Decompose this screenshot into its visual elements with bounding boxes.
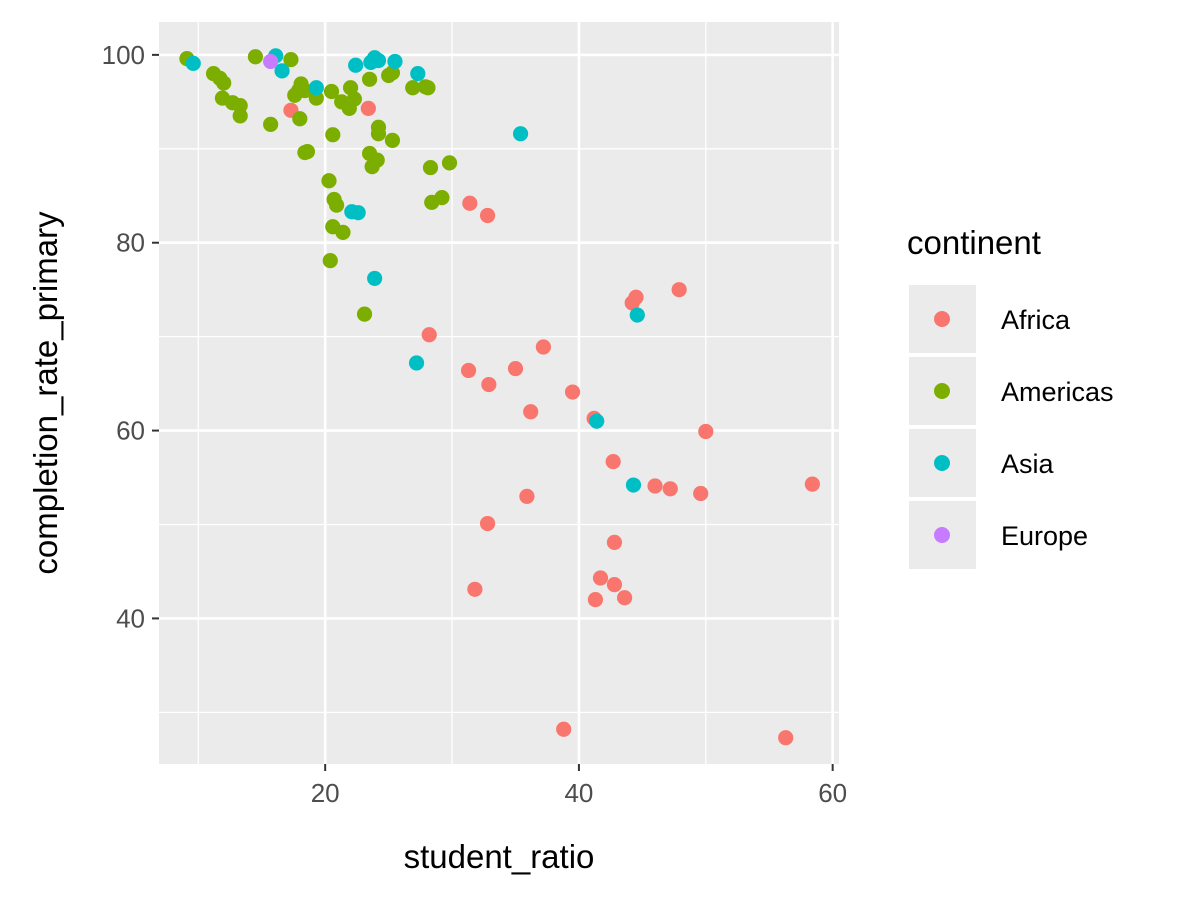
point-americas — [441, 155, 458, 171]
y-tick-label: 80 — [116, 228, 145, 258]
point-americas — [323, 83, 340, 100]
legend-keys: Africa Americas Asia Europe — [909, 285, 1114, 569]
point-africa — [535, 339, 552, 355]
point-americas — [405, 80, 421, 96]
point-americas — [232, 108, 248, 124]
point-africa — [693, 485, 709, 502]
point-europe — [263, 53, 279, 70]
point-africa — [587, 592, 604, 608]
x-tick-label: 40 — [564, 778, 593, 808]
point-americas — [384, 132, 401, 148]
point-americas — [283, 51, 299, 68]
point-africa — [467, 581, 483, 597]
point-asia — [512, 126, 529, 142]
point-africa — [605, 453, 621, 470]
point-africa — [606, 534, 623, 550]
point-africa — [592, 570, 609, 586]
point-africa — [360, 100, 376, 117]
point-africa — [462, 195, 478, 211]
point-africa — [804, 476, 820, 492]
y-tick-label: 100 — [102, 40, 145, 70]
legend-swatch-americas — [934, 383, 950, 399]
y-tick-label: 40 — [116, 603, 145, 633]
legend-swatch-asia — [934, 455, 950, 471]
x-axis-ticks: 20 40 60 — [311, 764, 847, 808]
point-americas — [325, 127, 341, 143]
point-americas — [321, 173, 337, 189]
point-americas — [422, 159, 439, 176]
point-asia — [350, 205, 366, 221]
point-africa — [479, 207, 496, 224]
legend-swatch-africa — [934, 311, 950, 327]
point-americas — [299, 144, 316, 160]
point-americas — [292, 111, 308, 127]
point-americas — [335, 224, 351, 240]
point-africa — [507, 360, 524, 377]
point-asia — [410, 66, 426, 82]
point-asia — [589, 413, 605, 429]
y-axis-title: completion_rate_primary — [27, 211, 64, 575]
point-africa — [460, 362, 477, 379]
point-asia — [348, 57, 364, 73]
data-points — [179, 48, 820, 746]
minor-gridlines — [159, 22, 839, 764]
point-americas — [346, 91, 362, 107]
point-africa — [481, 376, 497, 393]
point-africa — [523, 404, 539, 420]
point-africa — [606, 577, 623, 593]
legend-title: continent — [907, 224, 1041, 261]
point-americas — [361, 71, 378, 87]
x-axis-title: student_ratio — [404, 838, 595, 875]
point-africa — [647, 478, 663, 494]
point-africa — [698, 423, 714, 440]
y-tick-label: 60 — [116, 416, 145, 446]
point-africa — [778, 730, 794, 746]
point-asia — [274, 63, 290, 79]
point-americas — [356, 306, 373, 322]
point-africa — [628, 289, 644, 305]
legend-label-asia: Asia — [1001, 449, 1055, 479]
point-americas — [247, 49, 264, 65]
legend-label-africa: Africa — [1001, 305, 1071, 335]
point-asia — [185, 55, 201, 71]
point-americas — [420, 80, 436, 96]
point-americas — [322, 252, 338, 269]
x-tick-label: 60 — [818, 778, 847, 808]
point-americas — [364, 159, 380, 175]
point-africa — [519, 488, 535, 504]
point-americas — [434, 190, 450, 206]
point-asia — [308, 80, 324, 96]
point-asia — [629, 307, 645, 323]
legend-label-europe: Europe — [1001, 521, 1088, 551]
point-africa — [662, 481, 678, 497]
point-africa — [556, 721, 572, 737]
legend: continent Africa Americas Asia Europe — [907, 224, 1114, 569]
point-americas — [329, 197, 345, 213]
point-asia — [387, 53, 403, 70]
point-africa — [421, 327, 437, 343]
point-americas — [216, 75, 232, 91]
point-americas — [370, 126, 387, 142]
point-africa — [564, 384, 581, 400]
point-asia — [625, 477, 642, 493]
point-asia — [370, 52, 387, 69]
point-africa — [671, 282, 687, 298]
point-americas — [297, 82, 313, 99]
point-asia — [408, 355, 425, 371]
point-africa — [479, 515, 496, 532]
point-americas — [263, 116, 279, 132]
point-africa — [616, 590, 633, 606]
legend-swatch-europe — [934, 527, 950, 543]
x-tick-label: 20 — [311, 778, 340, 808]
legend-label-americas: Americas — [1001, 377, 1114, 407]
y-axis-ticks: 40 60 80 100 — [102, 40, 159, 633]
plot-panel — [159, 22, 839, 764]
point-asia — [367, 270, 383, 287]
